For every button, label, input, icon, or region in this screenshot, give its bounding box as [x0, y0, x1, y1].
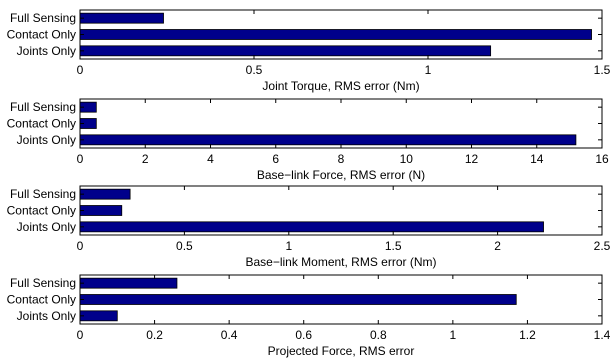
- x-tick-label: 0.2: [146, 328, 163, 342]
- bar-joints-only: [79, 134, 577, 146]
- category-label: Full Sensing: [10, 276, 76, 290]
- x-tick-label: 10: [400, 152, 414, 166]
- x-tick-label: 1: [450, 328, 457, 342]
- category-label: Contact Only: [7, 117, 76, 131]
- x-tick-label: 0.6: [295, 328, 312, 342]
- bar-full-sensing: [79, 277, 178, 289]
- x-tick-label: 1: [425, 63, 432, 77]
- x-tick-label: 1.2: [519, 328, 536, 342]
- x-axis-label: Base−link Force, RMS error (N): [257, 168, 425, 182]
- category-label: Full Sensing: [10, 100, 76, 114]
- x-tick-label: 2: [142, 152, 149, 166]
- bar-contact-only: [79, 205, 123, 216]
- x-tick-label: 0.5: [246, 63, 263, 77]
- x-tick-label: 4: [207, 152, 214, 166]
- category-label: Contact Only: [7, 293, 76, 307]
- x-tick-label: 1.5: [385, 239, 402, 253]
- category-label: Joints Only: [17, 133, 76, 147]
- category-label: Contact Only: [7, 28, 76, 42]
- x-tick-label: 0.8: [370, 328, 387, 342]
- x-tick-label: 0: [77, 239, 84, 253]
- x-tick-label: 0.4: [221, 328, 238, 342]
- x-tick-label: 0: [77, 328, 84, 342]
- bar-joints-only: [79, 221, 544, 233]
- x-tick-label: 6: [272, 152, 279, 166]
- x-tick-label: 2: [494, 239, 501, 253]
- x-tick-label: 8: [338, 152, 345, 166]
- x-tick-label: 14: [530, 152, 544, 166]
- category-label: Joints Only: [17, 309, 76, 323]
- x-tick-label: 16: [595, 152, 609, 166]
- bar-full-sensing: [79, 12, 164, 24]
- bar-contact-only: [79, 29, 592, 40]
- x-tick-label: 1.5: [594, 63, 611, 77]
- category-label: Full Sensing: [10, 11, 76, 25]
- x-tick-label: 1.4: [594, 328, 611, 342]
- bar-contact-only: [79, 294, 517, 305]
- bar-joints-only: [79, 310, 118, 322]
- x-tick-label: 0.5: [176, 239, 193, 253]
- x-tick-label: 0: [77, 152, 84, 166]
- bar-joints-only: [79, 45, 492, 57]
- category-label: Joints Only: [17, 220, 76, 234]
- x-tick-label: 12: [465, 152, 479, 166]
- x-axis-label: Projected Force, RMS error: [268, 344, 415, 358]
- x-tick-label: 2.5: [594, 239, 611, 253]
- category-label: Full Sensing: [10, 187, 76, 201]
- category-label: Joints Only: [17, 44, 76, 58]
- bar-full-sensing: [79, 188, 131, 200]
- category-label: Contact Only: [7, 204, 76, 218]
- x-axis-label: Base−link Moment, RMS error (Nm): [245, 255, 436, 269]
- x-tick-label: 0: [77, 63, 84, 77]
- x-tick-label: 1: [285, 239, 292, 253]
- x-axis-label: Joint Torque, RMS error (Nm): [262, 79, 419, 93]
